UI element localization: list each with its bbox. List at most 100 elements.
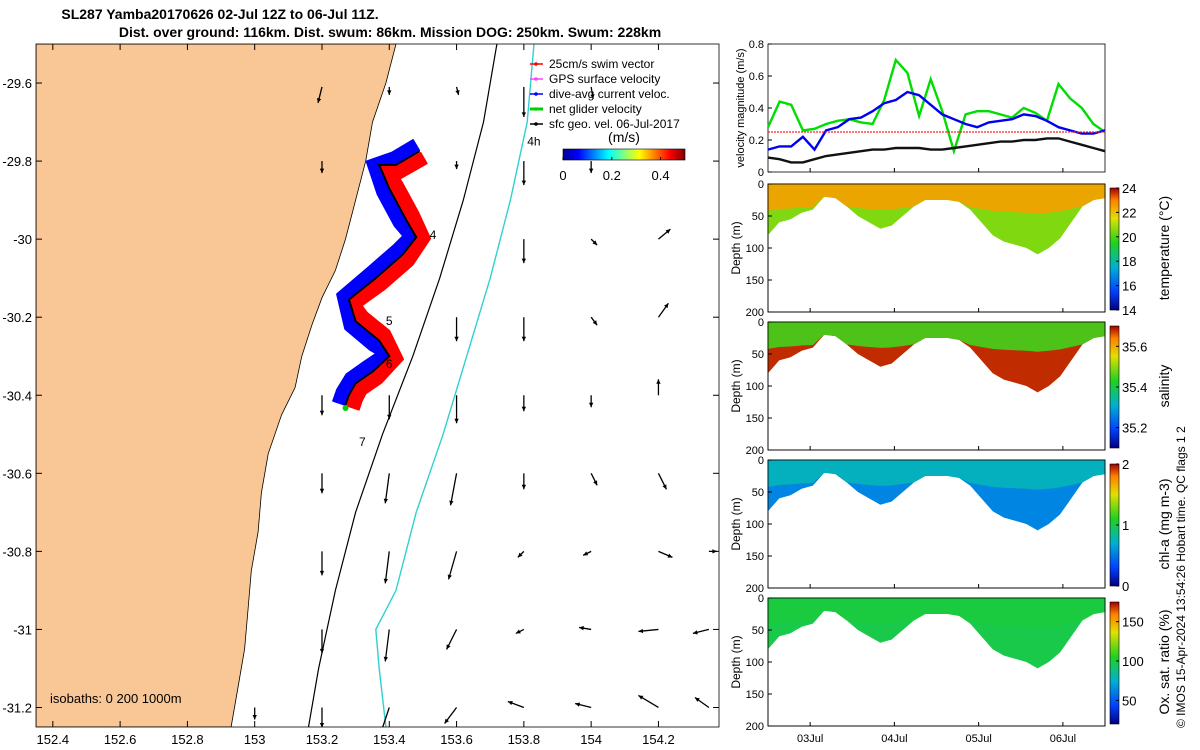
velocity-frame: [767, 43, 1106, 173]
section-panel-4: 0 50 100 150 200 Depth (m) 50 100 150 Ox. sat. ra…: [729, 593, 1172, 745]
isobath-200m: [307, 44, 498, 727]
section-colorbar-tick-label: 50: [1122, 693, 1136, 708]
geo-vector: [517, 550, 525, 558]
geo-vector: [454, 395, 459, 424]
geo-vector-head: [454, 164, 459, 170]
geo-vector-head: [387, 90, 392, 95]
geo-vector: [657, 302, 669, 318]
geo-vector-shaft: [384, 473, 390, 504]
velocity-y-tick-label: 0: [758, 167, 764, 179]
section-colorbar-tick-label: 20: [1122, 230, 1136, 245]
geo-vector: [444, 707, 458, 724]
section-y-tick-label: 50: [752, 211, 764, 223]
geo-vector-head: [454, 418, 459, 424]
section-colorbar-label: chl-a (mg m-3): [1156, 478, 1172, 569]
legend-label: net glider velocity: [549, 102, 642, 116]
section-y-label: Depth (m): [729, 359, 743, 412]
geo-vector: [515, 628, 525, 635]
map-x-tick-label: 153.2: [306, 732, 339, 747]
isobaths-label: isobaths: 0 200 1000m: [50, 691, 182, 706]
section-colorbar: [1109, 187, 1120, 311]
geo-vector: [579, 626, 592, 631]
geo-vector: [692, 628, 710, 635]
geo-vector-head: [575, 702, 581, 707]
map-y-tick-label: -30.2: [2, 310, 32, 325]
section-colorbar-label: temperature (°C): [1156, 196, 1172, 300]
section-y-tick-label: 200: [746, 721, 764, 733]
section-colorbar-tick-label: 1: [1122, 518, 1129, 533]
section-y-tick-label: 100: [746, 519, 764, 531]
geo-vector-head: [588, 168, 594, 174]
legend-label: sfc geo. vel. 06-Jul-2017: [549, 117, 680, 131]
section-colorbar-label: salinity: [1156, 365, 1172, 408]
net-velocity-marker: [342, 405, 349, 412]
geo-vector-head: [449, 500, 454, 506]
geo-vector: [521, 395, 527, 412]
section-colorbar: [1109, 601, 1120, 725]
map-colorbar-tick-label: 0.2: [603, 168, 621, 183]
section-y-tick-label: 0: [758, 593, 764, 605]
map-y-tick-label: -30.6: [2, 466, 32, 481]
geo-vector: [387, 86, 392, 95]
geo-vector-head: [444, 718, 450, 724]
geo-vector: [590, 316, 598, 326]
geo-vector-head: [507, 701, 513, 706]
geo-vector-head: [667, 553, 673, 558]
section-colorbar-tick-label: 35.2: [1122, 421, 1147, 436]
geo-vector: [445, 629, 458, 650]
geo-vector-head: [664, 303, 669, 309]
geo-vector: [521, 473, 527, 490]
section-colorbar-tick-label: 16: [1122, 279, 1136, 294]
day-marker-label: 4h: [527, 134, 540, 148]
geo-vector-shaft: [447, 551, 458, 580]
map-colorbar-tick-label: 0.4: [652, 168, 670, 183]
geo-vector-head: [583, 551, 589, 556]
geo-vector-shaft: [382, 707, 390, 727]
section-colorbar-tick-label: 24: [1122, 181, 1136, 196]
geo-vector: [588, 395, 594, 408]
geo-vector-head: [638, 628, 644, 634]
geo-vector-head: [521, 112, 527, 117]
map-x-tick-label: 153.4: [373, 732, 406, 747]
section-panel-1: 0 50 100 150 200 Depth (m) 14 16 18 20 22 24 tempera…: [729, 179, 1172, 319]
geo-vector-head: [515, 629, 521, 634]
map-x-tick-label: 153.8: [508, 732, 541, 747]
geo-vector: [319, 473, 325, 494]
section-upper-layer: [768, 322, 1105, 352]
geo-vector-head: [446, 644, 451, 650]
section-upper-layer: [768, 460, 1105, 490]
geo-vector: [574, 702, 592, 709]
geo-vector-head: [319, 570, 325, 576]
geo-vector: [582, 550, 592, 556]
geo-vector-head: [252, 714, 257, 720]
geo-vector-head: [383, 578, 388, 584]
geo-vector: [590, 86, 595, 100]
isobath-1000m: [375, 44, 535, 727]
map-x-tick-label: 152.8: [171, 732, 204, 747]
map-y-tick-label: -31.2: [2, 700, 32, 715]
map-x-tick-label: 154: [580, 732, 602, 747]
section-y-label: Depth (m): [729, 635, 743, 688]
section-y-tick-label: 100: [746, 243, 764, 255]
section-y-tick-label: 150: [746, 413, 764, 425]
geo-vector-head: [521, 336, 527, 342]
geo-vector-shaft: [384, 629, 390, 662]
legend-marker: [534, 92, 538, 96]
map-x-tick-label: 153.6: [440, 732, 473, 747]
geo-vector: [454, 317, 459, 342]
geo-vector: [252, 707, 257, 720]
geo-vector: [316, 86, 323, 104]
geo-vector-head: [521, 258, 527, 264]
map-y-tick-label: -29.8: [2, 154, 32, 169]
velocity-y-label: velocity magnitude (m/s): [735, 48, 747, 167]
geo-vector: [383, 473, 390, 504]
geo-vector: [658, 550, 673, 558]
section-y-tick-label: 50: [752, 349, 764, 361]
geo-vector-head: [319, 168, 325, 174]
geo-vector: [657, 473, 668, 490]
geo-vector: [638, 628, 659, 634]
geo-vector: [507, 700, 525, 709]
map-panel: 4h 4 5 6 7 152.4 152.6 152.8 153 153.2 153.4 153.6 1…: [2, 43, 720, 747]
